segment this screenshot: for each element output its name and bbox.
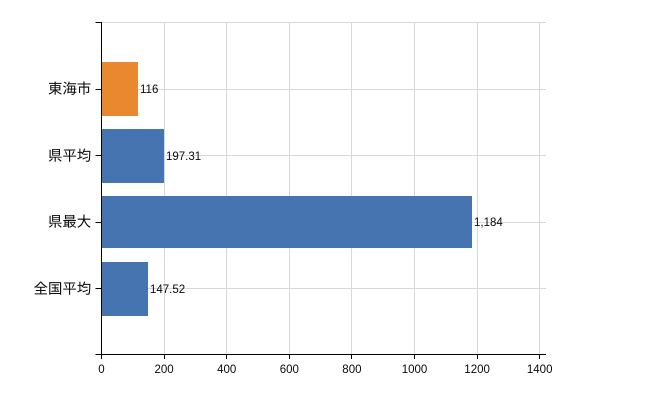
svg-text:200: 200	[155, 364, 174, 376]
svg-text:0: 0	[98, 364, 104, 376]
svg-text:800: 800	[342, 364, 361, 376]
svg-text:1,184: 1,184	[474, 217, 503, 229]
svg-text:116: 116	[140, 84, 158, 96]
svg-text:197.31: 197.31	[166, 151, 201, 163]
svg-text:1000: 1000	[402, 364, 428, 376]
svg-text:1400: 1400	[527, 364, 553, 376]
svg-text:400: 400	[217, 364, 236, 376]
svg-text:600: 600	[280, 364, 299, 376]
svg-text:147.52: 147.52	[150, 284, 185, 296]
svg-text:1200: 1200	[464, 364, 490, 376]
